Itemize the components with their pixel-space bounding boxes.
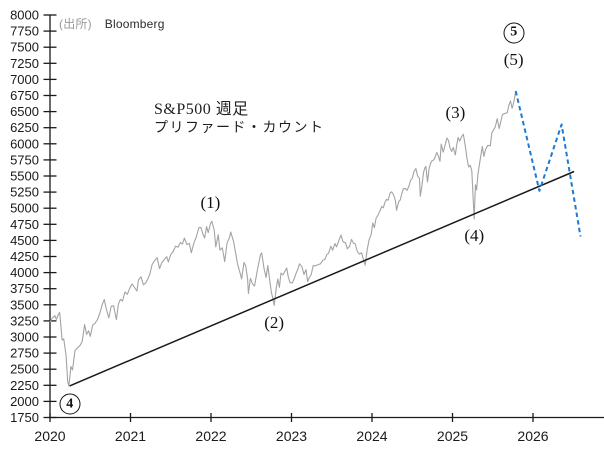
y-tick-label: 3500 [10, 297, 39, 312]
y-tick-label: 6500 [10, 104, 39, 119]
support-trendline-line [69, 170, 575, 387]
x-tick-label: 2022 [195, 428, 226, 444]
chart-title: S&P500 週足 プリファード・カウント [154, 100, 325, 138]
y-tick-label: 5000 [10, 201, 39, 216]
y-tick-label: 2000 [10, 394, 39, 409]
y-axis-ticks [43, 14, 57, 419]
source-name-label: Bloomberg [104, 17, 165, 31]
y-tick-label: 5250 [10, 185, 39, 200]
axis-lines [49, 15, 604, 419]
source-prefix-label: (出所) [59, 17, 92, 31]
y-tick-label: 4750 [10, 217, 39, 232]
y-tick-label: 1750 [10, 410, 39, 425]
y-tick-label: 6750 [10, 88, 39, 103]
y-tick-label: 7750 [10, 24, 39, 39]
y-tick-label: 3250 [10, 313, 39, 328]
chart-title-line1: S&P500 週足 [154, 101, 249, 118]
chart-title-line2: プリファード・カウント [154, 121, 325, 136]
x-tick-label: 2024 [356, 428, 387, 444]
projected-wave-path-line [514, 90, 582, 237]
y-tick-label: 5500 [10, 169, 39, 184]
x-tick-label: 2021 [115, 428, 146, 444]
x-tick-label: 2023 [276, 428, 307, 444]
y-tick-label: 8000 [10, 8, 39, 23]
x-axis-labels: 2020 2021 2022 2023 2024 2025 2026 [34, 428, 548, 444]
x-tick-label: 2025 [437, 428, 468, 444]
source-note: (出所) Bloomberg [59, 15, 165, 32]
y-tick-label: 7250 [10, 56, 39, 71]
y-tick-label: 2500 [10, 362, 39, 377]
sp500-weekly-price-line [49, 90, 517, 387]
y-tick-label: 4000 [10, 265, 39, 280]
y-tick-label: 2250 [10, 378, 39, 393]
y-tick-label: 7500 [10, 40, 39, 55]
y-tick-label: 3750 [10, 281, 39, 296]
x-tick-label: 2020 [34, 428, 65, 444]
y-tick-label: 4500 [10, 233, 39, 248]
y-tick-label: 6250 [10, 120, 39, 135]
y-tick-label: 3000 [10, 330, 39, 345]
x-tick-label: 2026 [517, 428, 548, 444]
y-tick-label: 4250 [10, 249, 39, 264]
y-tick-label: 2750 [10, 346, 39, 361]
y-tick-label: 5750 [10, 152, 39, 167]
y-tick-label: 7000 [10, 72, 39, 87]
x-axis-ticks [49, 413, 534, 422]
y-tick-label: 6000 [10, 136, 39, 151]
